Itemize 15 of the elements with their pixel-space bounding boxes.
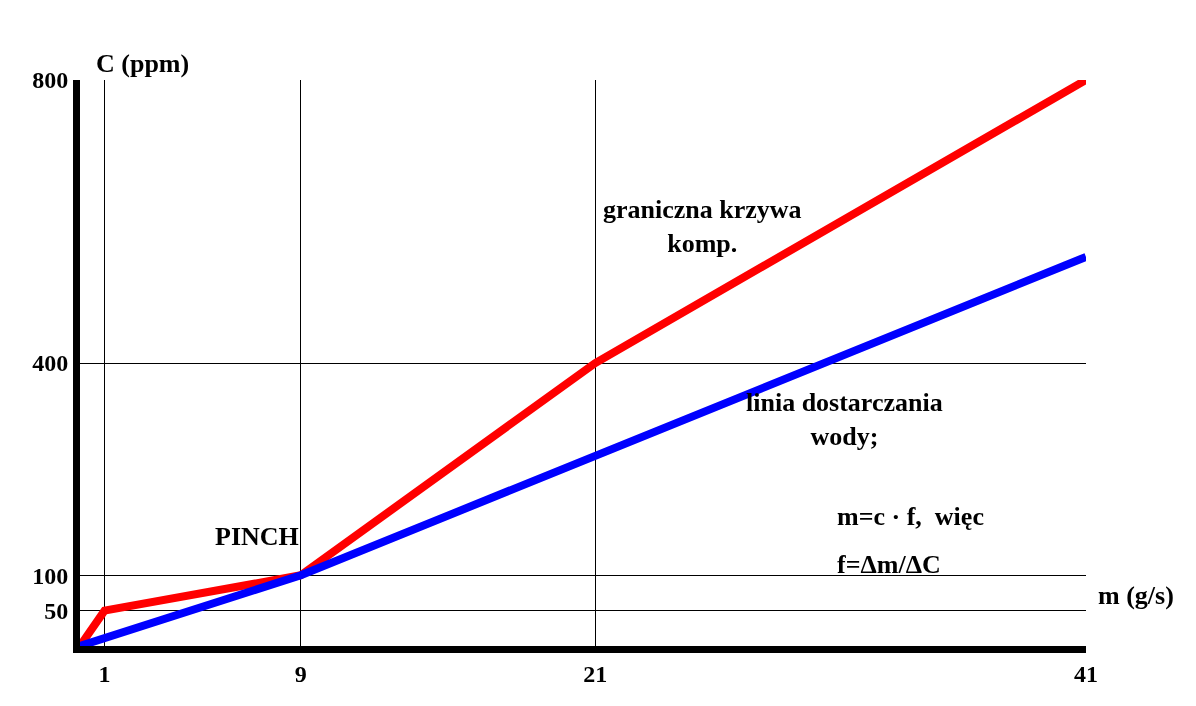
y-tick-label: 50 xyxy=(44,598,69,625)
x-tick-label: 41 xyxy=(1074,660,1098,687)
annotation: PINCH xyxy=(215,522,299,551)
series-label: graniczna krzywa komp. xyxy=(603,195,802,258)
x-axis-title: m (g/s) xyxy=(1098,581,1174,610)
x-tick-label: 1 xyxy=(98,660,111,687)
series-label: linia dostarczania wody; xyxy=(746,388,943,451)
annotation: m=c · f, więc xyxy=(837,502,984,531)
y-axis-title: C (ppm) xyxy=(96,49,190,78)
x-tick-label: 21 xyxy=(583,660,608,687)
y-tick-label: 100 xyxy=(32,562,69,589)
y-tick-label: 800 xyxy=(32,67,69,94)
x-tick-label: 9 xyxy=(294,660,307,687)
y-tick-label: 400 xyxy=(32,350,69,377)
annotation: f=Δm/ΔC xyxy=(837,550,941,579)
